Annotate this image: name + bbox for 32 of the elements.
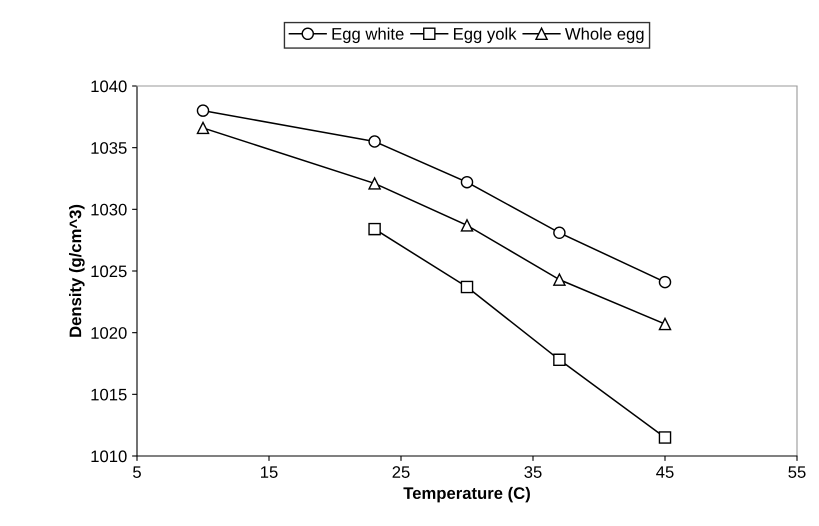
- y-tick-label: 1010: [91, 450, 127, 462]
- point: [658, 276, 672, 288]
- point: [460, 280, 474, 294]
- legend-label: Whole egg: [564, 28, 644, 44]
- point: [553, 226, 566, 240]
- point: [658, 318, 672, 330]
- y-tick-label: 1025: [91, 265, 127, 278]
- x-tick-label: 5: [133, 466, 141, 478]
- point: [196, 104, 210, 117]
- x-tick-label: 35: [524, 466, 542, 478]
- y-tick-label: 1040: [91, 80, 127, 92]
- point: [460, 219, 474, 232]
- legend-label: Egg white: [332, 28, 404, 44]
- point: [553, 273, 566, 286]
- legend-label: Egg yolk: [454, 28, 517, 44]
- point: [553, 354, 566, 366]
- x-tick-label: 45: [656, 466, 674, 478]
- x-axis-title: Temperature (C): [403, 486, 530, 502]
- point: [368, 177, 381, 190]
- point: [368, 135, 381, 148]
- y-tick-label: 1015: [91, 388, 127, 401]
- point: [460, 176, 474, 188]
- x-tick-label: 25: [392, 466, 410, 478]
- point: [196, 122, 210, 134]
- y-tick-label: 1030: [91, 204, 127, 216]
- y-tick-label: 1020: [91, 327, 127, 339]
- point: [368, 222, 381, 236]
- x-tick-label: 15: [261, 466, 278, 478]
- point: [658, 431, 672, 444]
- x-tick-label: 55: [788, 466, 806, 478]
- y-tick-label: 1035: [91, 142, 127, 154]
- y-axis-title: Density (g/cm^3): [69, 204, 85, 337]
